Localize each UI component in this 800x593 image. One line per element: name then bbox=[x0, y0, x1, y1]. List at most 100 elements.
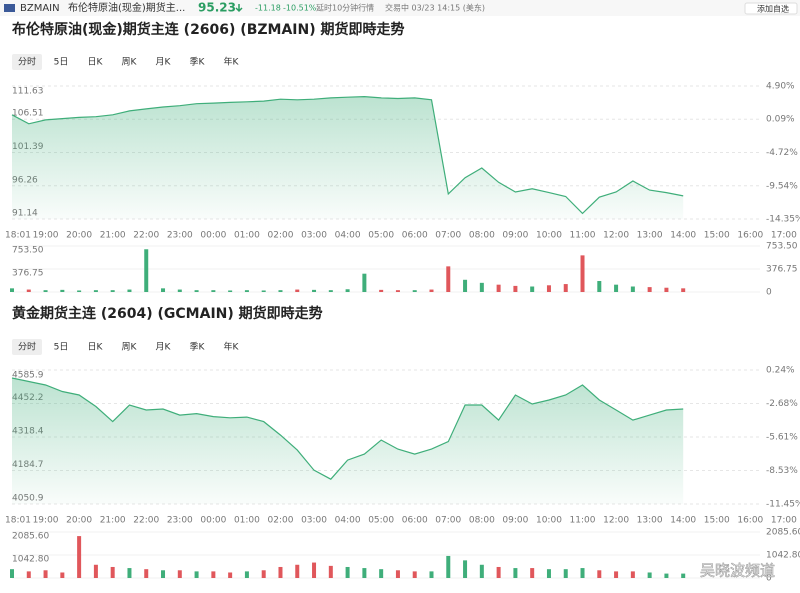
y-tick-label: 106.51 bbox=[12, 109, 44, 119]
volume-tick-label-left: 753.50 bbox=[12, 246, 44, 256]
period-tab[interactable] bbox=[114, 339, 144, 355]
volume-bar bbox=[194, 290, 199, 292]
period-tab[interactable] bbox=[80, 54, 110, 70]
x-tick-label: 19:00 bbox=[33, 231, 59, 241]
period-tab-label[interactable]: 月K bbox=[156, 57, 172, 68]
period-tab[interactable] bbox=[80, 339, 110, 355]
y2-tick-label: -4.72% bbox=[766, 148, 798, 158]
period-tab-label[interactable]: 日K bbox=[88, 57, 104, 68]
volume-bar bbox=[177, 289, 182, 292]
x-tick-label: 22:00 bbox=[133, 516, 159, 526]
period-tab[interactable] bbox=[46, 54, 76, 70]
volume-bar bbox=[110, 566, 115, 578]
volume-bar bbox=[211, 571, 216, 578]
volume-bar bbox=[177, 570, 182, 578]
x-tick-label: 14:00 bbox=[670, 516, 696, 526]
period-tab-label[interactable]: 分时 bbox=[18, 56, 36, 68]
period-tab[interactable] bbox=[148, 339, 178, 355]
period-tab-label[interactable]: 5日 bbox=[54, 57, 69, 68]
volume-bar bbox=[10, 569, 14, 578]
x-tick-label: 14:00 bbox=[670, 231, 696, 241]
volume-bar bbox=[328, 290, 333, 292]
x-tick-label: 20:00 bbox=[66, 231, 92, 241]
y2-tick-label: -14.35% bbox=[766, 215, 800, 225]
ticker: BZMAIN bbox=[20, 3, 60, 14]
x-tick-label: 11:00 bbox=[570, 516, 596, 526]
volume-bar bbox=[228, 290, 233, 292]
volume-bar bbox=[127, 568, 132, 578]
x-tick-label: 18:01 bbox=[5, 231, 31, 241]
x-tick-label: 02:00 bbox=[268, 231, 294, 241]
volume-bar bbox=[580, 255, 585, 292]
volume-bar bbox=[530, 568, 535, 578]
add-watchlist-button[interactable] bbox=[744, 2, 798, 15]
x-tick-label: 07:00 bbox=[435, 516, 461, 526]
volume-bar bbox=[664, 287, 669, 292]
period-tab[interactable] bbox=[12, 339, 42, 355]
y-tick-label: 4585.9 bbox=[12, 371, 44, 381]
period-tab[interactable] bbox=[216, 54, 246, 70]
chart-title: 布伦特原油(现金)期货主连 (2606) (BZMAIN) 期货即時走势 bbox=[12, 21, 405, 38]
volume-bar bbox=[161, 288, 166, 292]
volume-bar bbox=[362, 568, 367, 578]
change-pct: -10.51% bbox=[283, 4, 317, 13]
period-tab-label[interactable]: 日K bbox=[88, 342, 104, 353]
period-tab[interactable] bbox=[114, 54, 144, 70]
volume-bar bbox=[496, 284, 501, 292]
period-tab-label[interactable]: 年K bbox=[224, 341, 240, 353]
period-tab[interactable] bbox=[182, 54, 212, 70]
x-tick-label: 21:00 bbox=[100, 516, 126, 526]
x-tick-label: 02:00 bbox=[268, 516, 294, 526]
price-area bbox=[12, 96, 684, 219]
volume-bar bbox=[580, 568, 585, 578]
x-tick-label: 13:00 bbox=[637, 516, 663, 526]
period-tab[interactable] bbox=[182, 339, 212, 355]
volume-bar bbox=[614, 571, 619, 578]
period-tab-label[interactable]: 年K bbox=[224, 56, 240, 68]
period-tab[interactable] bbox=[12, 54, 42, 70]
volume-tick-label-right: 376.75 bbox=[766, 265, 798, 275]
volume-bar bbox=[630, 286, 635, 292]
flag-icon bbox=[4, 4, 15, 12]
volume-bar bbox=[328, 565, 333, 578]
period-tab-label[interactable]: 周K bbox=[122, 342, 138, 353]
y2-tick-label: -2.68% bbox=[766, 399, 798, 409]
x-tick-label: 13:00 bbox=[637, 231, 663, 241]
x-tick-label: 10:00 bbox=[536, 231, 562, 241]
volume-bar bbox=[412, 571, 417, 578]
volume-bar bbox=[546, 285, 551, 292]
period-tab-label[interactable]: 5日 bbox=[54, 342, 69, 353]
y-tick-label: 111.63 bbox=[12, 87, 44, 97]
volume-bar bbox=[446, 266, 451, 292]
period-tab[interactable] bbox=[46, 339, 76, 355]
volume-tick-label-left: 1042.80 bbox=[12, 555, 49, 565]
period-tab-label[interactable]: 季K bbox=[190, 341, 206, 353]
volume-bar bbox=[597, 570, 602, 578]
volume-bar bbox=[479, 564, 484, 578]
period-tab[interactable] bbox=[148, 54, 178, 70]
x-tick-label: 12:00 bbox=[603, 231, 629, 241]
x-tick-label: 04:00 bbox=[335, 231, 361, 241]
y2-tick-label: 0.09% bbox=[766, 115, 795, 125]
x-tick-label: 22:00 bbox=[133, 231, 159, 241]
period-tab-label[interactable]: 月K bbox=[156, 342, 172, 353]
add-watchlist-label[interactable]: 添加自选 bbox=[757, 4, 789, 14]
period-tab-label[interactable]: 分时 bbox=[18, 341, 36, 353]
volume-bar bbox=[379, 569, 384, 578]
volume-bar bbox=[43, 570, 48, 578]
price-line bbox=[11, 95, 684, 215]
volume-bar bbox=[345, 566, 350, 578]
period-tab[interactable] bbox=[216, 339, 246, 355]
volume-bar bbox=[379, 289, 384, 292]
period-tab-label[interactable]: 季K bbox=[190, 56, 206, 68]
volume-bar bbox=[463, 560, 468, 578]
volume-tick-label-left: 376.75 bbox=[12, 269, 44, 279]
period-tab-label[interactable]: 周K bbox=[122, 57, 138, 68]
volume-bar bbox=[77, 290, 82, 292]
x-tick-label: 03:00 bbox=[301, 516, 327, 526]
volume-bar bbox=[10, 288, 14, 292]
volume-bar bbox=[312, 289, 317, 292]
volume-bar bbox=[60, 572, 65, 578]
x-tick-label: 09:00 bbox=[502, 231, 528, 241]
x-tick-label: 16:00 bbox=[737, 231, 763, 241]
